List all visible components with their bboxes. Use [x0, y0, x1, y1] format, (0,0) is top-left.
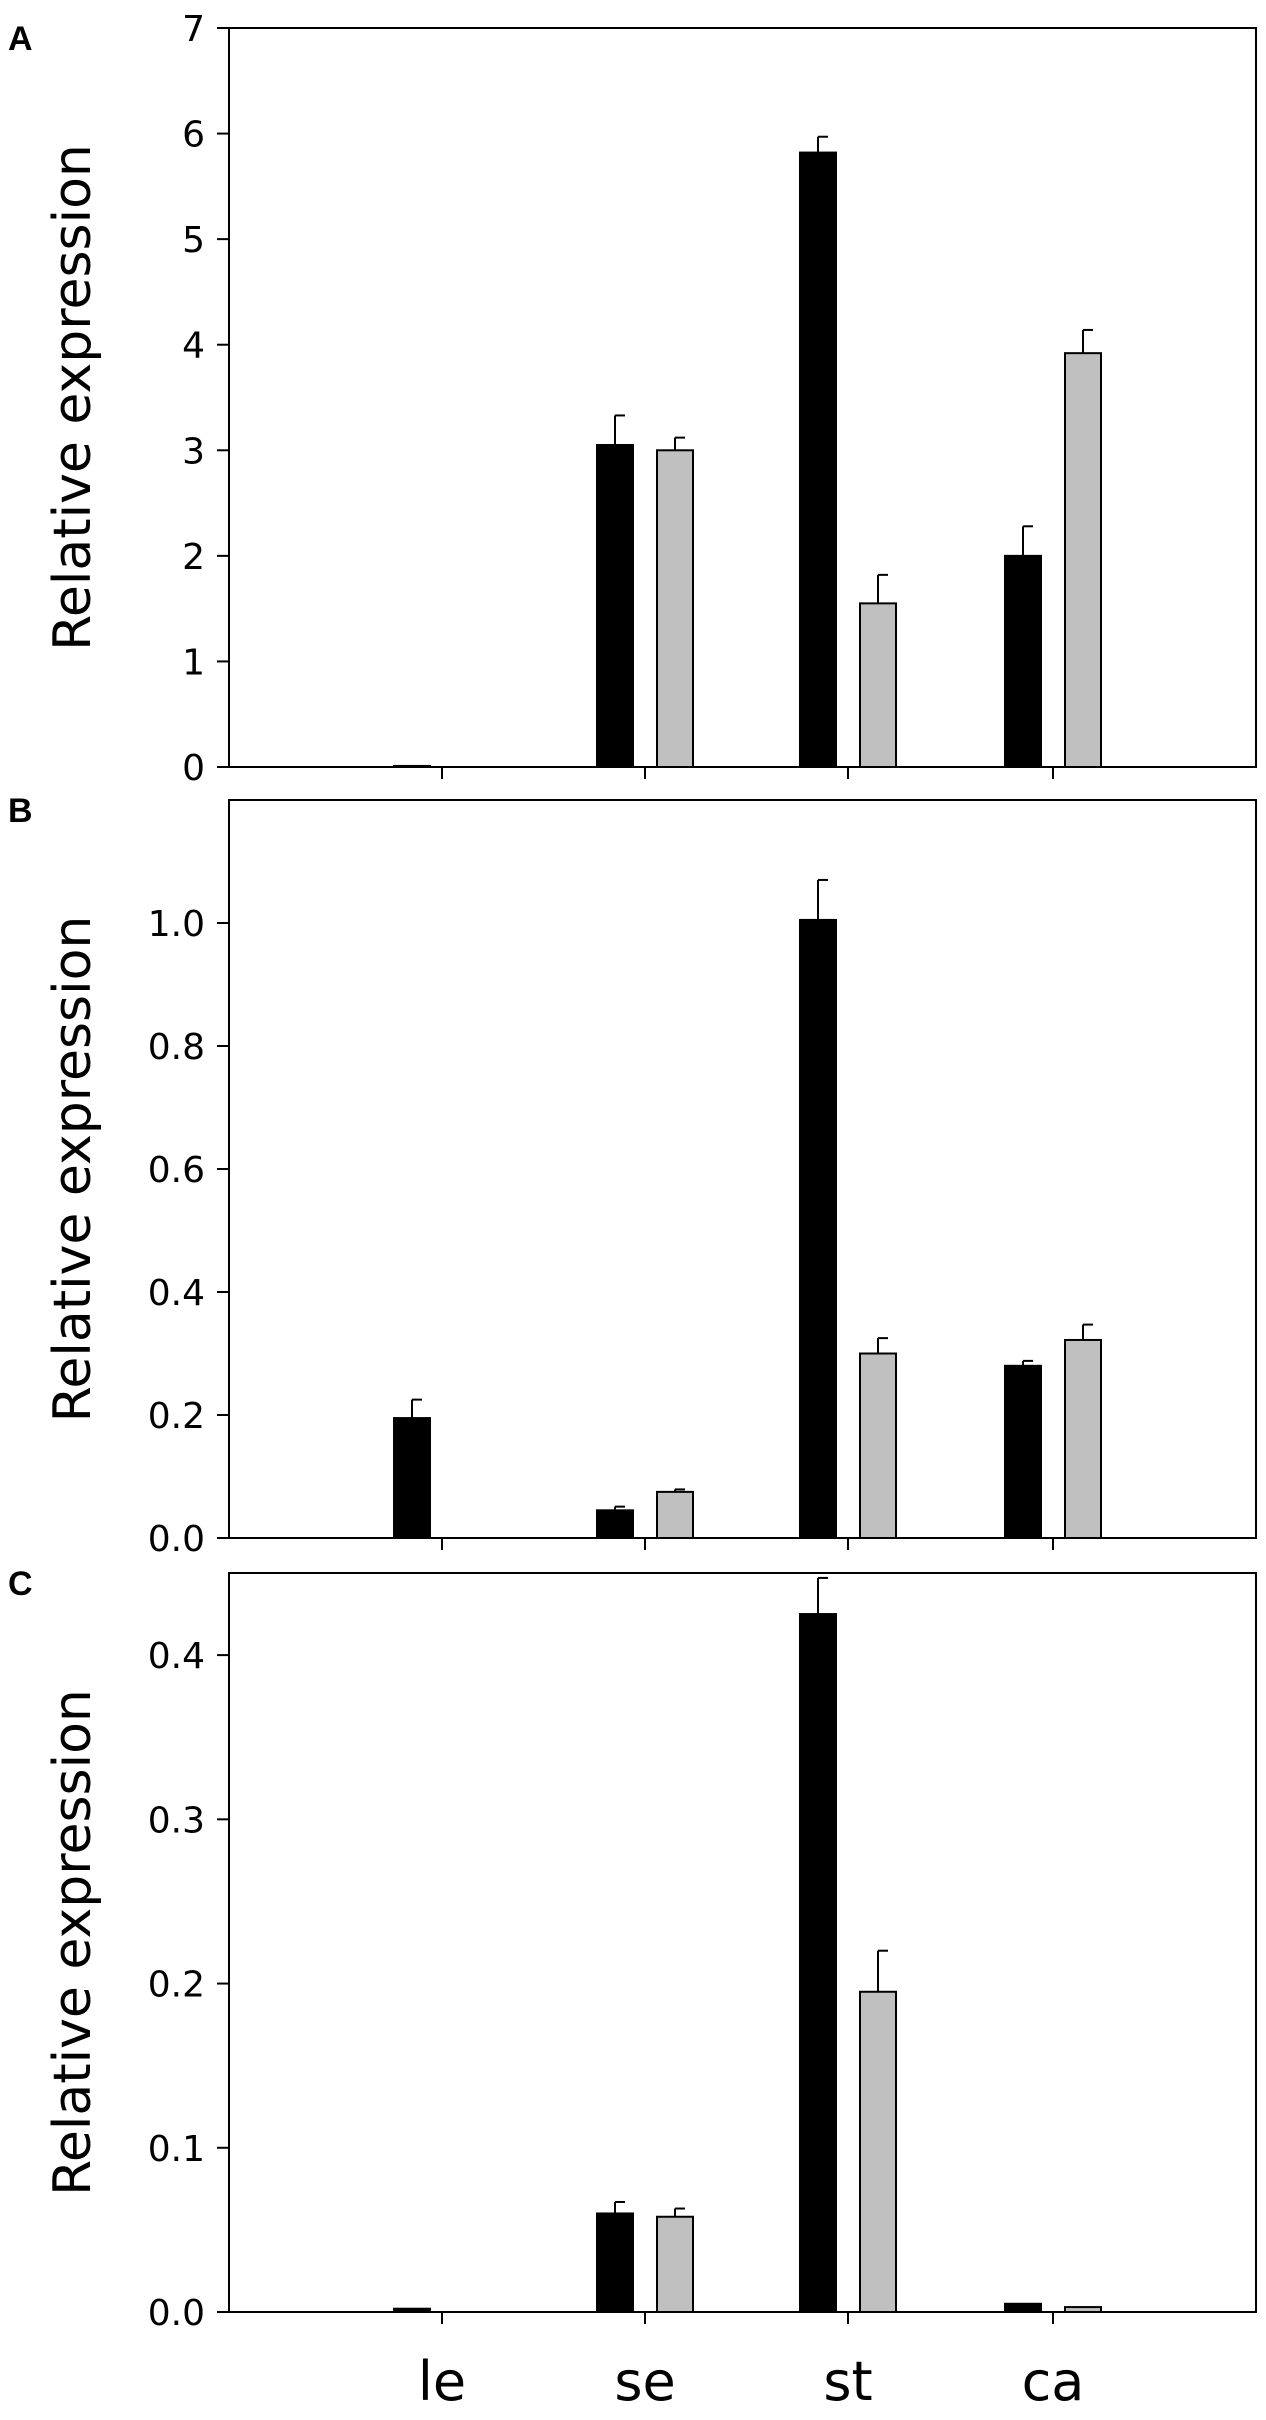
x-category-label-ca: ca — [1022, 2350, 1085, 2413]
panel-c-bar-le-series-1 — [393, 2307, 431, 2314]
panel-b-bar-le-series-1 — [393, 1417, 431, 1539]
panel-a-bar-se-series-1 — [596, 444, 634, 768]
panel-c-bar-st-series-2 — [859, 1990, 897, 2314]
panel-c-y-tick-label: 0.4 — [148, 1636, 205, 1677]
panel-b-label: B — [8, 792, 33, 830]
panel-b-y-tick-label: 0.8 — [148, 1027, 205, 1068]
panel-c-bar-se-series-2 — [656, 2215, 694, 2314]
panel-b-bar-st-series-1 — [799, 918, 837, 1539]
panel-c-y-tick-label: 0.1 — [148, 2129, 205, 2170]
panel-a-y-tick-label: 4 — [182, 326, 205, 367]
panel-c-bar-ca-series-2 — [1064, 2306, 1102, 2313]
panel-c-y-axis-title: Relative expression — [43, 1689, 103, 2196]
panel-b-y-tick-label: 0.4 — [148, 1273, 205, 1314]
panel-b-bar-st-series-2 — [859, 1352, 897, 1539]
panel-a-y-tick-label: 0 — [182, 748, 205, 789]
panel-a-bar-se-series-2 — [656, 449, 694, 768]
panel-a-y-tick-label: 3 — [182, 431, 205, 472]
panel-b-bar-ca-series-1 — [1004, 1364, 1042, 1540]
panel-c-label: C — [8, 1565, 33, 1603]
x-category-label-se: se — [614, 2350, 675, 2413]
panel-b-y-axis-title: Relative expression — [43, 916, 103, 1423]
panel-c-bar-se-series-1 — [596, 2212, 634, 2313]
panel-b-bar-se-series-2 — [656, 1490, 694, 1539]
panel-a-y-tick-label: 6 — [182, 115, 205, 156]
panel-a-y-tick-label: 1 — [182, 642, 205, 683]
panel-a-bar-ca-series-2 — [1064, 352, 1102, 768]
panel-c-y-tick-label: 0.0 — [148, 2293, 205, 2334]
panel-b-y-tick-label: 0.6 — [148, 1150, 205, 1191]
x-category-label-st: st — [823, 2350, 872, 2413]
panel-a-bar-le-series-1 — [393, 764, 431, 768]
panel-a-bar-ca-series-1 — [1004, 554, 1042, 768]
panel-b-y-tick-label: 0.0 — [148, 1519, 205, 1560]
panel-a-bar-st-series-1 — [799, 151, 837, 768]
panel-a-y-tick-label: 7 — [182, 9, 205, 50]
panel-c-y-tick-label: 0.2 — [148, 1965, 205, 2006]
panel-c-bar-ca-series-1 — [1004, 2302, 1042, 2313]
panel-c-bar-st-series-1 — [799, 1613, 837, 2313]
panel-b-y-tick-label: 1.0 — [148, 904, 205, 945]
panel-c-plot-frame — [228, 1572, 1257, 2313]
panel-a-bar-st-series-2 — [859, 602, 897, 768]
panel-a-y-axis-title: Relative expression — [43, 144, 103, 651]
panel-a-y-tick-label: 5 — [182, 220, 205, 261]
panel-b-y-tick-label: 0.2 — [148, 1396, 205, 1437]
x-category-label-le: le — [418, 2350, 466, 2413]
panel-b-bar-ca-series-2 — [1064, 1338, 1102, 1539]
panel-a-plot-frame — [228, 27, 1257, 768]
panel-a-label: A — [8, 20, 33, 58]
panel-b-bar-se-series-1 — [596, 1509, 634, 1539]
panel-c-y-tick-label: 0.3 — [148, 1800, 205, 1841]
panel-a-y-tick-label: 2 — [182, 537, 205, 578]
